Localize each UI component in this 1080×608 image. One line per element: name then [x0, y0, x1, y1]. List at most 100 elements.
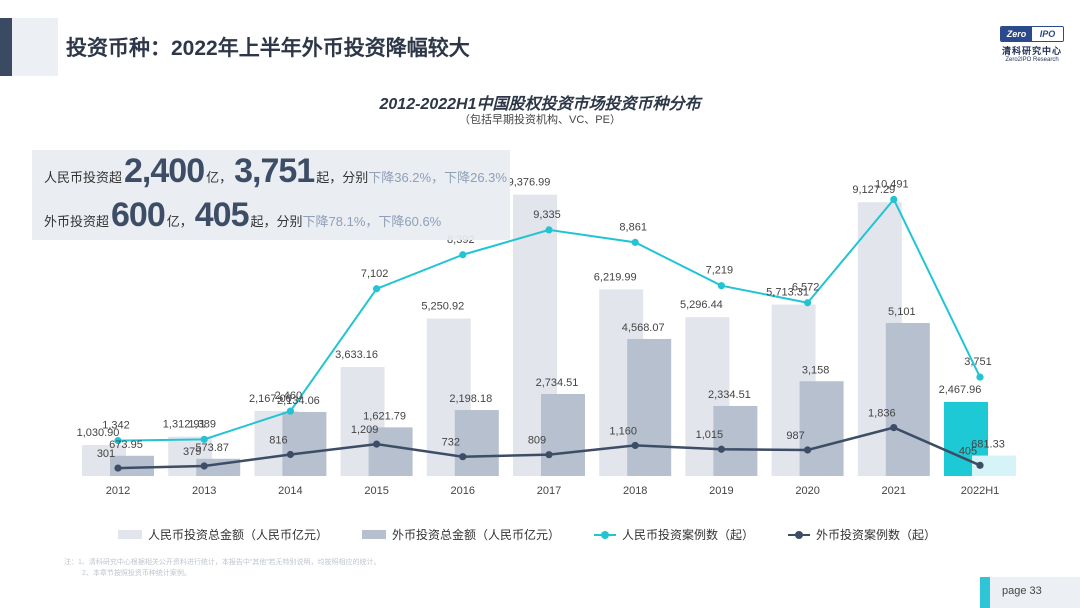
point-fx-count-2015	[373, 440, 381, 448]
label-rmb-amount-2022H1: 2,467.96	[939, 384, 982, 396]
point-fx-count-2021	[890, 423, 898, 432]
brand-logo: Zero IPO 清科研究中心 Zero2IPO Research	[1000, 26, 1064, 63]
point-fx-count-2013	[200, 462, 208, 470]
label-fx-count-2019: 1,015	[696, 429, 724, 441]
legend-swatch-rmb-amount	[118, 530, 142, 539]
callout-fx-unit2: 起，分别	[250, 214, 303, 229]
legend-swatch-fx-count	[788, 530, 811, 539]
bar-fx-amount-2016	[454, 410, 499, 476]
legend-item-rmb-amount: 人民币投资总金额（人民币亿元）	[118, 526, 328, 543]
page-number: page 33	[1002, 585, 1042, 597]
tick-x-2015: 2015	[364, 485, 388, 497]
label-rmb-count-2012: 1,342	[102, 420, 130, 432]
label-rmb-count-2022H1: 3,751	[964, 356, 992, 368]
label-rmb-count-2015: 7,102	[361, 268, 389, 280]
label-fx-amount-2018: 4,568.07	[622, 322, 665, 334]
label-fx-count-2016: 732	[442, 437, 460, 449]
label-fx-count-2017: 809	[528, 435, 546, 447]
point-rmb-count-2021	[890, 195, 898, 204]
label-fx-amount-2019: 2,334.51	[708, 389, 751, 401]
label-fx-count-2022H1: 405	[959, 445, 977, 457]
point-rmb-count-2014	[286, 407, 294, 415]
label-rmb-amount-2020: 5,713.31	[766, 287, 809, 299]
callout-fx-amount: 600	[111, 196, 166, 234]
label-rmb-amount-2019: 5,296.44	[680, 299, 723, 311]
footnote-line-2: 2、本章节按照投资币种统计案例。	[82, 570, 191, 577]
tick-x-2018: 2018	[623, 485, 647, 497]
point-fx-count-2012	[114, 464, 122, 472]
bar-fx-amount-2022H1	[972, 455, 1016, 476]
label-fx-count-2018: 1,160	[609, 425, 637, 437]
bar-fx-amount-2019	[713, 405, 758, 476]
label-fx-amount-2013: 573.87	[195, 442, 229, 454]
label-fx-amount-2016: 2,198.18	[449, 393, 492, 405]
point-rmb-count-2013	[200, 435, 208, 443]
point-rmb-count-2020	[804, 299, 812, 307]
callout-fx-count: 405	[194, 196, 250, 234]
label-fx-amount-2022H1: 681.33	[971, 439, 1005, 451]
legend-item-fx-amount: 外币投资总金额（人民币亿元）	[362, 526, 560, 543]
point-rmb-count-2019	[717, 282, 726, 290]
point-fx-count-2017	[545, 451, 553, 459]
point-rmb-count-2018	[631, 238, 639, 246]
label-fx-count-2021: 1,836	[868, 408, 896, 420]
footnote-line-1: 注：1、清科研究中心根据相关公开资料进行统计，本报告中“其他”若无特别说明，均按…	[64, 559, 381, 566]
page-number-box: page 33	[980, 577, 1080, 608]
legend-label-fx-count: 外币投资案例数（起）	[816, 528, 937, 542]
callout-fx-line: 外币投资超 600 亿， 405 起，分别 下降78.1%，下降60.6%	[44, 196, 441, 235]
point-rmb-count-2016	[459, 251, 467, 259]
label-fx-count-2013: 379	[183, 446, 201, 458]
point-fx-count-2014	[286, 450, 294, 459]
point-rmb-count-2017	[545, 226, 553, 234]
bar-fx-amount-2017	[541, 393, 585, 476]
label-fx-count-2012: 301	[97, 448, 115, 460]
point-rmb-count-2015	[373, 285, 381, 293]
label-rmb-amount-2012: 1,030.90	[77, 427, 120, 439]
logo-mark-left: Zero	[1001, 27, 1032, 41]
callout-rmb-count: 3,751	[234, 152, 315, 190]
tick-x-2013: 2013	[192, 485, 216, 497]
legend-item-rmb-count: 人民币投资案例数（起）	[594, 526, 754, 543]
legend-swatch-fx-amount	[362, 530, 387, 539]
bar-fx-amount-2014	[282, 411, 327, 476]
tick-x-2017: 2017	[537, 485, 561, 497]
label-fx-amount-2020: 3,158	[802, 364, 830, 376]
bar-fx-amount-2021	[885, 322, 930, 476]
chart-subtitle: （包括早期投资机构、VC、PE）	[459, 114, 621, 126]
callout-rmb-change: 下降36.2%，下降26.3%	[368, 170, 507, 185]
legend-swatch-rmb-count	[594, 530, 617, 539]
summary-callout: 人民币投资超 2,400 亿， 3,751 起，分别 下降36.2%，下降26.…	[32, 150, 510, 240]
label-rmb-amount-2016: 5,250.92	[421, 300, 464, 312]
label-fx-amount-2017: 2,734.51	[536, 377, 579, 389]
legend-label-fx-amount: 外币投资总金额（人民币亿元）	[392, 528, 561, 542]
legend-label-rmb-count: 人民币投资案例数（起）	[622, 528, 755, 542]
callout-rmb-unit1: 亿，	[206, 170, 233, 185]
callout-fx-prefix: 外币投资超	[44, 214, 110, 229]
page-title: 投资币种：2022年上半年外币投资降幅较大	[66, 37, 470, 60]
label-fx-amount-2015: 1,621.79	[363, 410, 406, 422]
tick-x-2014: 2014	[278, 485, 302, 497]
label-rmb-count-2018: 8,861	[619, 221, 647, 233]
label-fx-amount-2012: 673.95	[109, 439, 143, 451]
chart-title: 2012-2022H1中国股权投资市场投资币种分布	[379, 96, 701, 113]
label-rmb-amount-2014: 2,167.00	[249, 393, 292, 405]
point-fx-count-2022H1	[976, 461, 984, 469]
bar-fx-amount-2012	[110, 455, 154, 476]
callout-rmb-line: 人民币投资超 2,400 亿， 3,751 起，分别 下降36.2%，下降26.…	[44, 152, 507, 191]
callout-rmb-unit2: 起，分别	[316, 170, 369, 185]
label-fx-amount-2014: 2,134.06	[277, 395, 320, 407]
label-rmb-count-2019: 7,219	[706, 265, 734, 277]
header-accent	[0, 18, 12, 76]
label-rmb-amount-2013: 1,312.91	[163, 419, 206, 431]
label-rmb-amount-2018: 6,219.99	[594, 271, 637, 283]
bar-fx-amount-2015	[368, 427, 413, 476]
chart-legend: 人民币投资总金额（人民币亿元） 外币投资总金额（人民币亿元） 人民币投资案例数（…	[118, 526, 936, 543]
point-rmb-count-2022H1	[976, 373, 984, 381]
label-rmb-count-2020: 6,572	[792, 282, 820, 294]
legend-item-fx-count: 外币投资案例数（起）	[788, 526, 936, 543]
label-fx-count-2015: 1,209	[351, 424, 379, 436]
logo-mark: Zero IPO	[1000, 26, 1064, 42]
point-fx-count-2020	[804, 446, 812, 454]
logo-en-text: Zero2IPO Research	[1005, 57, 1059, 63]
